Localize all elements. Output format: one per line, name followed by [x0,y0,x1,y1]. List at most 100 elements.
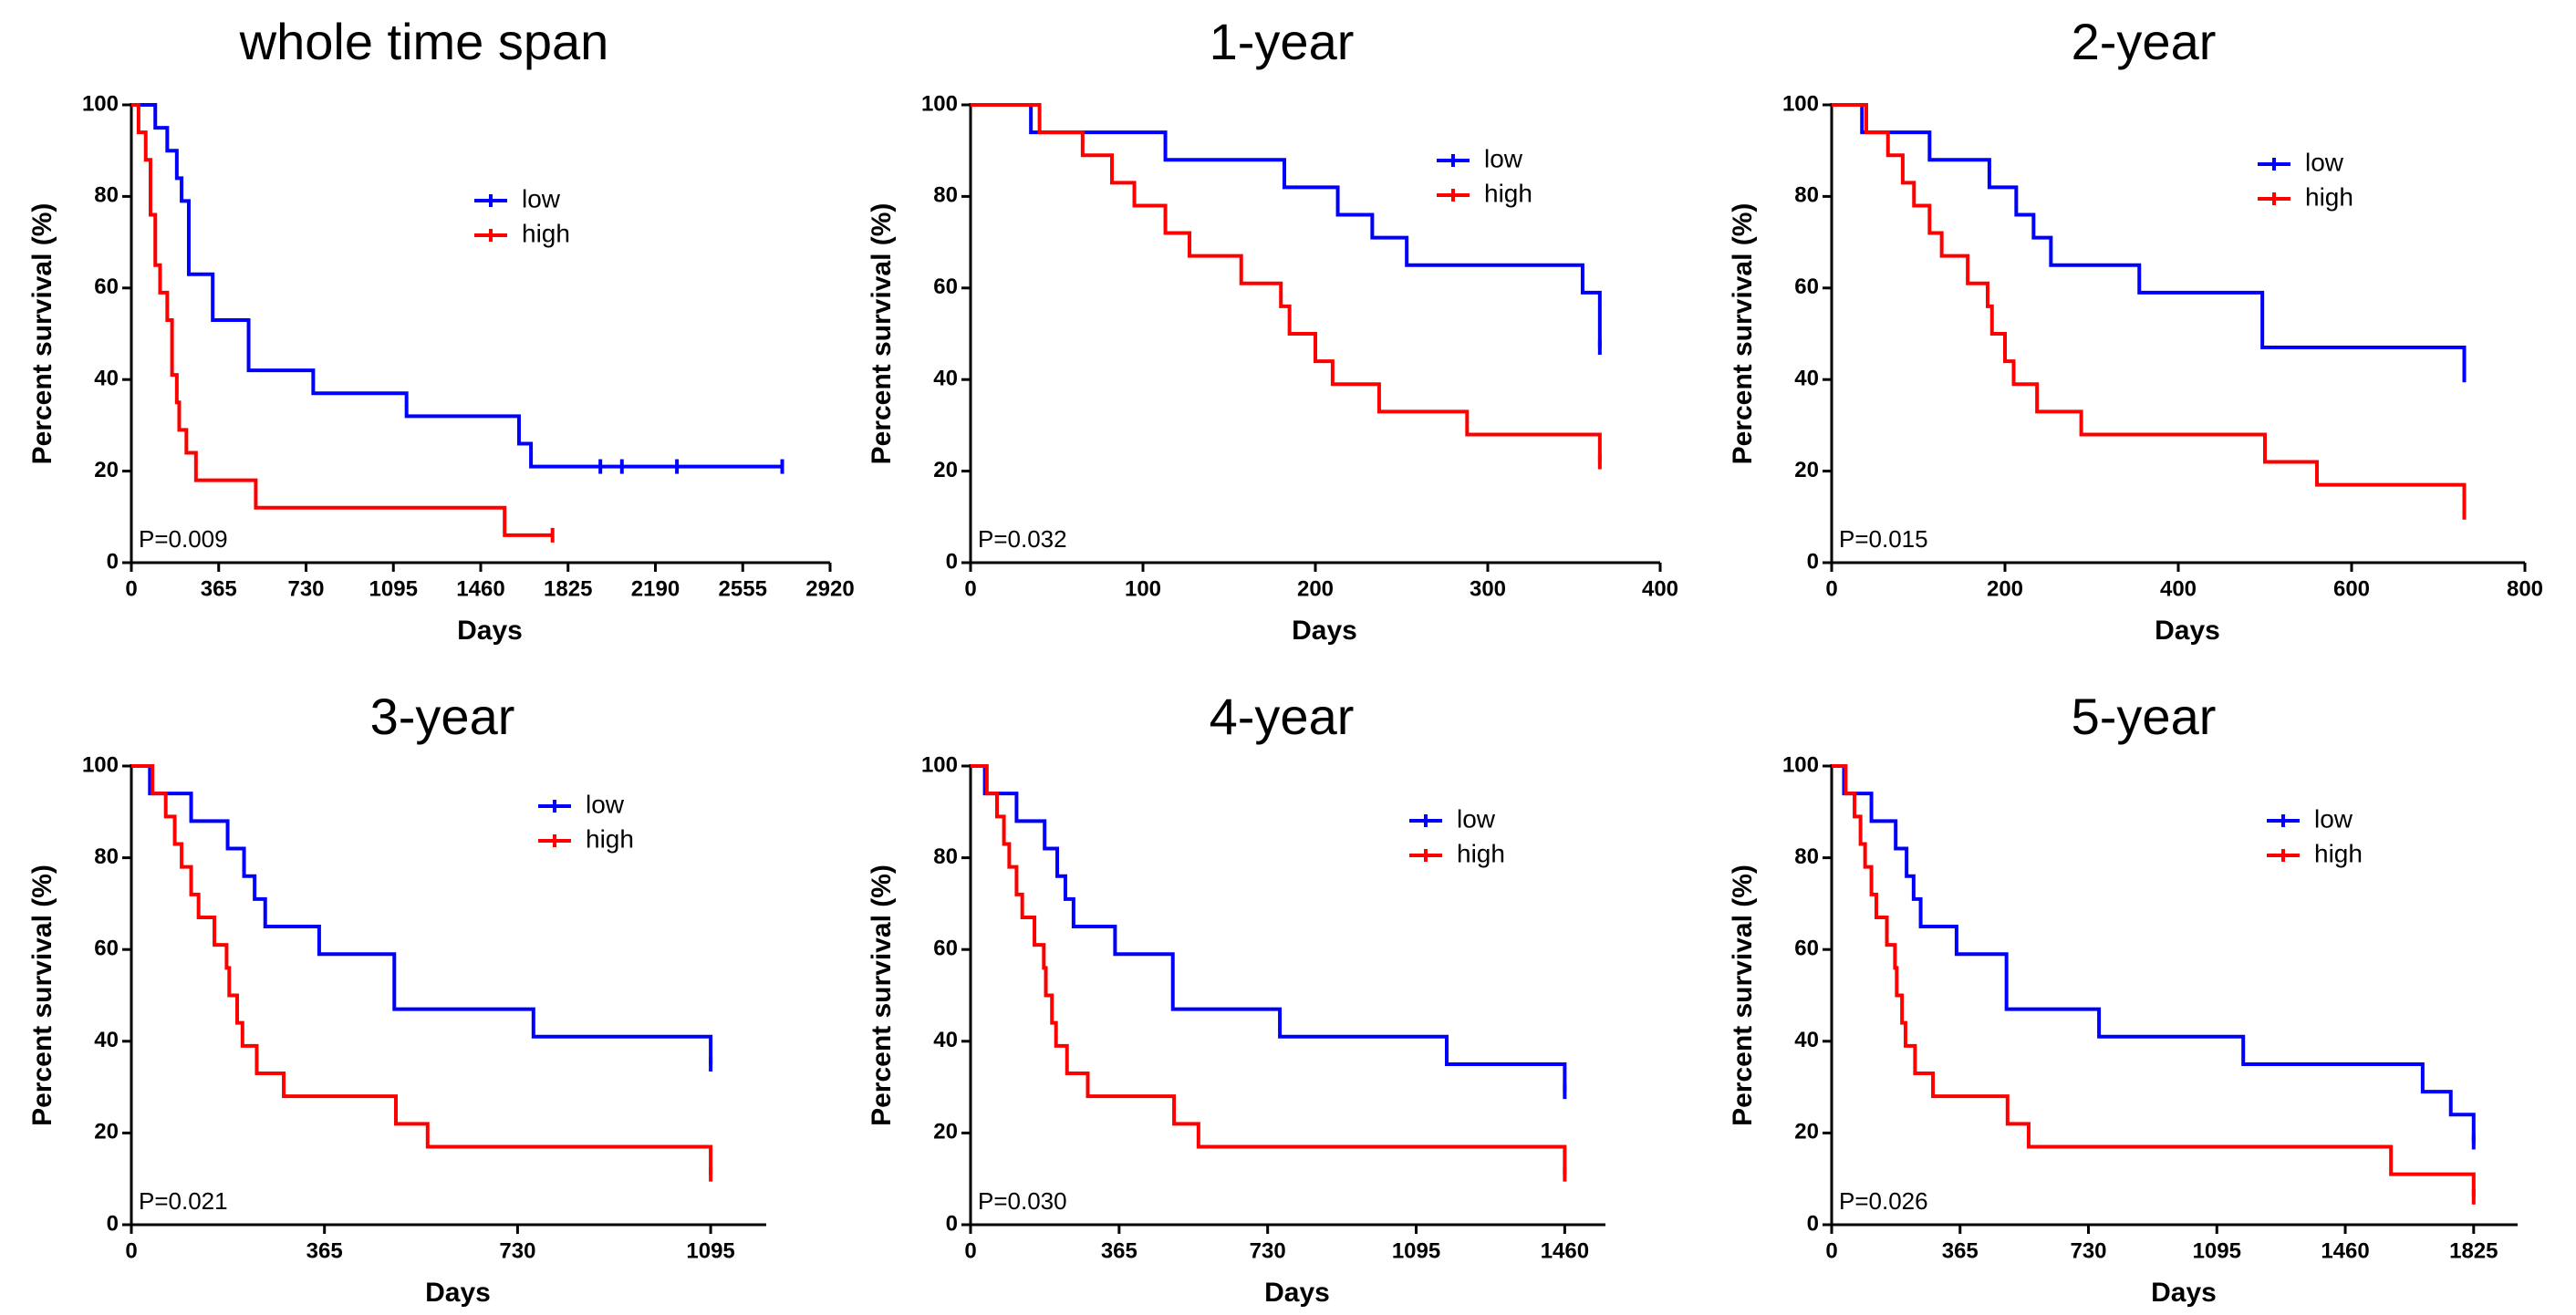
chart-title: 4-year [1210,688,1355,745]
legend-label-high: high [522,219,570,247]
chart-title: whole time span [239,13,609,70]
y-axis-label: Percent survival (%) [27,865,57,1126]
x-tick-label: 0 [125,576,137,601]
y-tick-label: 60 [94,274,119,299]
y-tick-label: 0 [1807,549,1819,574]
y-tick-label: 20 [94,1120,119,1144]
p-value-label: P=0.026 [1839,1187,1928,1215]
legend-label-high: high [2314,839,2363,867]
y-tick-label: 20 [1794,1120,1819,1144]
y-axis-label: Percent survival (%) [27,203,57,465]
y-axis-label: Percent survival (%) [867,865,897,1126]
y-tick-label: 0 [1807,1211,1819,1236]
legend-label-low: low [586,790,625,818]
y-tick-label: 0 [107,1211,119,1236]
y-tick-label: 40 [1794,1028,1819,1052]
series-low-line [131,103,783,469]
panel-4-year: 4-year 0 20 40 60 80 100 0 365 730 1095 1460 Days Per… [867,688,1605,1308]
x-tick-label: 365 [306,1238,343,1263]
y-tick-label: 80 [94,183,119,208]
x-tick-label: 1460 [2321,1238,2369,1263]
panel-whole-time-span: whole time span 0 20 40 60 80 100 0 365 730 1095 14… [27,13,855,646]
series-low-line [971,764,1567,1092]
x-axis-label: Days [1264,1278,1330,1308]
x-axis-label: Days [2155,616,2220,646]
legend-label-high: high [1457,839,1505,867]
x-tick-label: 0 [1825,576,1837,601]
y-tick-label: 40 [933,1028,958,1052]
y-tick-label: 100 [1782,91,1819,116]
legend-label-low: low [2314,804,2353,833]
series-high-line [1832,103,2467,513]
p-value-label: P=0.030 [978,1187,1067,1215]
x-tick-label: 365 [1101,1238,1137,1263]
y-tick-label: 20 [94,458,119,482]
x-tick-label: 200 [1987,576,2023,601]
y-tick-label: 40 [1794,367,1819,391]
series-high-line [131,764,713,1175]
y-tick-label: 60 [1794,937,1819,961]
legend-label-low: low [2305,148,2344,176]
series-low-line [1832,103,2467,376]
legend-label-low: low [522,184,561,212]
x-tick-label: 365 [1942,1238,1979,1263]
y-tick-label: 60 [933,274,958,299]
series-low-line [131,764,713,1064]
x-tick-label: 400 [1642,576,1678,601]
y-tick-label: 80 [933,183,958,208]
chart-title: 2-year [2072,13,2217,70]
y-axis-label: Percent survival (%) [1728,203,1758,465]
x-tick-label: 365 [201,576,237,601]
legend-label-low: low [1484,144,1523,172]
x-tick-label: 730 [499,1238,535,1263]
x-tick-label: 1825 [544,576,592,601]
x-tick-label: 200 [1297,576,1334,601]
y-tick-label: 0 [107,549,119,574]
y-tick-label: 0 [946,1211,958,1236]
y-tick-label: 100 [921,91,958,116]
y-tick-label: 40 [94,1028,119,1052]
series-high-line [971,103,1602,462]
y-tick-label: 80 [933,844,958,869]
y-axis-label: Percent survival (%) [1728,865,1758,1126]
y-tick-label: 80 [1794,844,1819,869]
x-tick-label: 1095 [2193,1238,2241,1263]
x-tick-label: 0 [1825,1238,1837,1263]
x-tick-label: 2555 [719,576,767,601]
y-axis-label: Percent survival (%) [867,203,897,465]
x-tick-label: 400 [2160,576,2197,601]
y-tick-label: 100 [1782,752,1819,777]
p-value-label: P=0.021 [139,1187,228,1215]
panel-5-year: 5-year 0 20 40 60 80 100 0 365 730 1095 1460 1825 Day… [1728,688,2518,1308]
series-low-line [971,103,1602,348]
legend-label-low: low [1457,804,1496,833]
y-tick-label: 0 [946,549,958,574]
x-tick-label: 1825 [2449,1238,2498,1263]
y-tick-label: 80 [1794,183,1819,208]
x-tick-label: 730 [1250,1238,1286,1263]
x-tick-label: 600 [2333,576,2370,601]
x-tick-label: 730 [287,576,324,601]
x-axis-label: Days [425,1278,491,1308]
x-tick-label: 0 [964,1238,976,1263]
series-high-line [131,103,553,537]
x-tick-label: 0 [964,576,976,601]
x-tick-label: 1460 [456,576,504,601]
x-axis-label: Days [2151,1278,2217,1308]
panel-2-year: 2-year 0 20 40 60 80 100 0 200 400 600 800 Days Perce… [1728,13,2543,646]
chart-title: 3-year [370,688,515,745]
y-tick-label: 80 [94,844,119,869]
y-tick-label: 100 [921,752,958,777]
x-tick-label: 1095 [1392,1238,1440,1263]
x-axis-label: Days [1292,616,1357,646]
p-value-label: P=0.009 [139,525,228,553]
x-tick-label: 2190 [631,576,680,601]
legend-label-high: high [586,824,634,853]
x-tick-label: 1460 [1541,1238,1589,1263]
p-value-label: P=0.032 [978,525,1067,553]
y-tick-label: 20 [1794,458,1819,482]
x-tick-label: 1095 [686,1238,734,1263]
y-tick-label: 60 [94,937,119,961]
series-high-line [1832,764,2476,1197]
x-axis-label: Days [457,616,523,646]
